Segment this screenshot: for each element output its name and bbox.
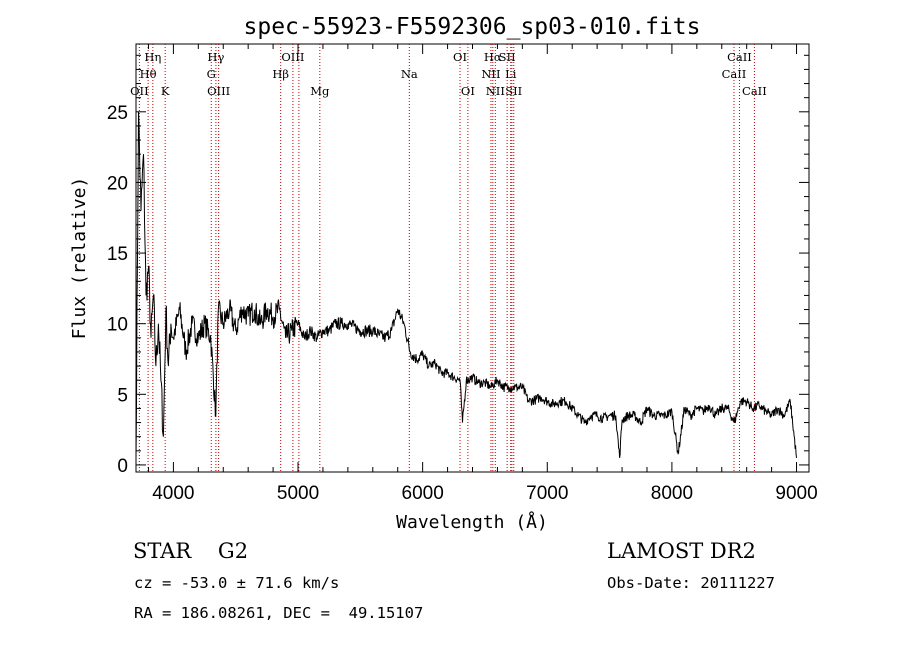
x-tick-label: 6000 [402,483,444,504]
y-tick-label: 25 [107,103,128,124]
x-axis-label: Wavelength (Å) [396,511,548,533]
line-marker-label: OIII [281,50,304,64]
line-marker-label: NII [486,84,505,98]
line-marker-label: CaII [727,50,752,64]
axis-ticks: 4000 5000 6000 7000 8000 9000 0 5 10 15 20 25 [107,44,818,504]
obs-date-text: Obs-Date: 20111227 [607,574,775,592]
chart-title: spec-55923-F5592306_sp03-010.fits [244,14,701,40]
y-tick-label: 20 [107,173,128,194]
line-marker-label: CaII [722,67,747,81]
line-marker-label: Hβ [272,67,289,81]
line-marker-label: OI [461,84,475,98]
line-marker-label: Li [505,67,517,81]
y-axis-label: Flux (relative) [69,177,90,340]
line-marker-label: OII [130,84,149,98]
y-tick-label: 10 [107,315,128,336]
x-tick-label: 8000 [651,483,693,504]
x-tick-label: 4000 [152,483,194,504]
line-marker-label: Mg [310,84,330,98]
line-marker-label: Na [401,67,418,81]
spectrum-series-line [135,111,797,458]
x-tick-label: 5000 [277,483,319,504]
line-marker-label: CaII [742,84,767,98]
y-tick-label: 15 [107,244,128,265]
line-marker-label: G [207,67,216,81]
coordinates-text: RA = 186.08261, DEC = 49.15107 [134,604,424,622]
object-class: STAR G2 [133,539,249,563]
y-tick-label: 5 [117,385,128,406]
x-tick-label: 9000 [775,483,817,504]
line-marker-label: Hθ [140,67,157,81]
line-marker-label: OI [453,50,467,64]
y-tick-label: 0 [117,456,128,477]
line-marker-label: Hγ [207,50,224,64]
x-tick-label: 7000 [526,483,568,504]
line-marker-label: OIII [207,84,230,98]
redshift-text: cz = -53.0 ± 71.6 km/s [134,574,340,592]
line-marker-label: NII [481,67,500,81]
line-marker-label: Hα [484,50,502,64]
line-marker-label: SII [499,50,516,64]
line-marker-label: SII [505,84,522,98]
line-marker-label: K [161,84,170,98]
survey-name: LAMOST DR2 [607,539,756,563]
line-marker-label: Hη [144,50,161,64]
spectral-line-markers: OIIHθHηKGHγOIIIHβOIIIMgNaOIOINIIHαNIISII… [130,44,767,472]
